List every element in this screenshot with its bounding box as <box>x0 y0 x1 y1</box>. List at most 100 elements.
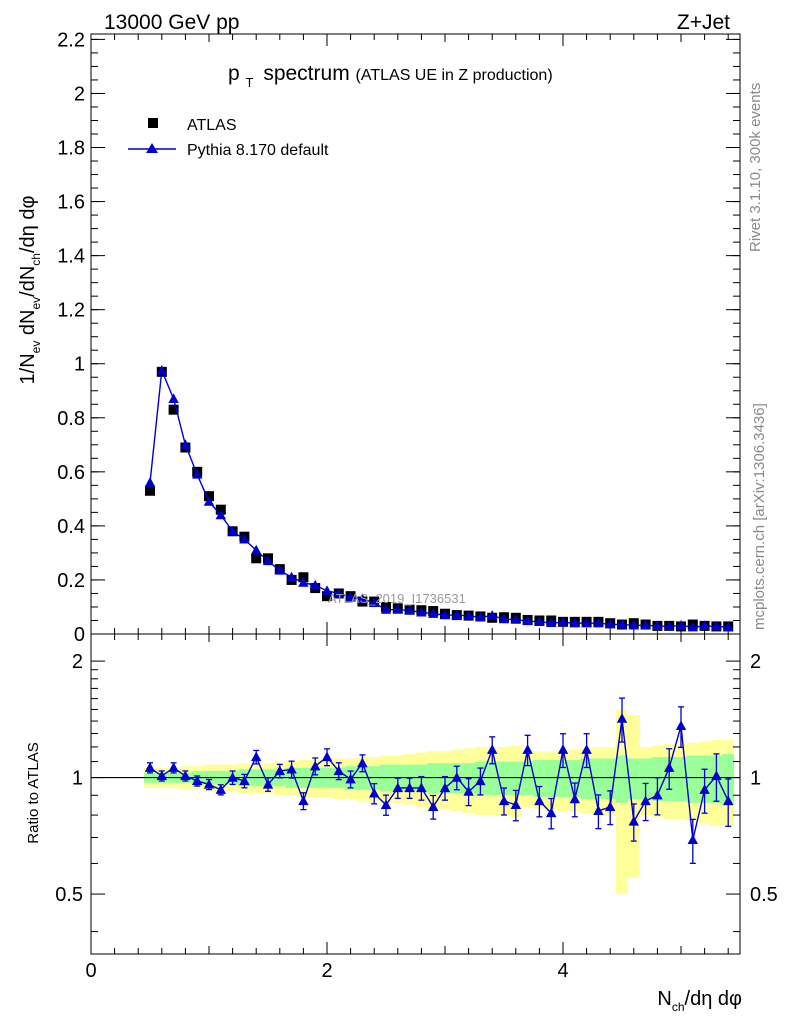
pythia-data-point <box>427 608 439 618</box>
ratio-stat-band <box>639 758 652 800</box>
ratio-data-point <box>345 773 356 784</box>
ratio-data-point <box>215 784 227 794</box>
ratio-y-tick-label-right: 2 <box>750 651 761 673</box>
ratio-data-point <box>604 801 616 812</box>
ratio-data-point <box>274 765 286 776</box>
pythia-data-point <box>203 496 215 506</box>
ratio-stat-band <box>498 761 510 796</box>
pythia-data-point <box>486 610 498 620</box>
title-main: p <box>228 62 240 85</box>
pythia-data-point <box>250 544 262 555</box>
main-y-tick-label: 2.2 <box>57 29 85 51</box>
main-y-tick-label: 1.2 <box>57 300 85 322</box>
pythia-data-point <box>215 509 227 520</box>
header-right: Z+Jet <box>677 11 730 34</box>
x-tick-label: 0 <box>85 960 96 982</box>
rivet-label: Rivet 3.1.10, 300k events <box>747 83 764 252</box>
pythia-data-point <box>321 585 333 595</box>
pythia-data-point <box>309 579 321 590</box>
x-axis-title: Nch/dη dφ <box>657 988 742 1014</box>
ratio-data-point <box>640 795 651 806</box>
pythia-data-point <box>569 617 581 628</box>
ratio-stat-band <box>533 760 546 798</box>
main-y-tick-label: 0.4 <box>57 516 85 538</box>
pythia-data-point <box>498 613 510 624</box>
pythia-data-point <box>357 593 368 603</box>
main-y-tick-label: 0 <box>74 624 85 646</box>
pythia-data-point <box>510 614 522 624</box>
ratio-data-point <box>593 805 604 816</box>
legend-atlas-marker <box>148 118 158 128</box>
pythia-data-point <box>439 609 451 620</box>
main-y-tick-label: 0.6 <box>57 462 85 484</box>
ratio-stat-band <box>486 761 499 796</box>
pythia-data-point <box>616 619 628 629</box>
main-y-tick-label: 0.8 <box>57 408 85 430</box>
ratio-data-point <box>180 770 191 781</box>
ratio-stat-band <box>675 757 687 801</box>
title-word: spectrum <box>263 62 349 85</box>
ratio-y-tick-label-right: 1 <box>750 768 761 790</box>
pythia-data-point <box>534 616 545 626</box>
pythia-data-point <box>392 604 404 614</box>
ratio-y-tick-label-right: 0.5 <box>750 884 778 906</box>
ratio-data-point <box>298 795 309 806</box>
pythia-data-point <box>699 620 710 631</box>
ratio-data-point <box>475 775 486 786</box>
ratio-stat-band <box>427 763 440 794</box>
ratio-data-point <box>250 751 262 762</box>
ratio-data-point <box>368 787 380 798</box>
ratio-data-point <box>321 751 333 762</box>
ratio-stat-band <box>616 755 628 803</box>
ratio-data-point <box>168 762 179 772</box>
pythia-data-point <box>475 611 486 622</box>
pythia-data-point <box>640 619 651 630</box>
pythia-data-point <box>168 393 179 403</box>
ratio-data-point <box>144 762 156 772</box>
ratio-data-point <box>427 801 439 812</box>
ratio-data-point <box>628 816 640 826</box>
ratio-data-point <box>227 772 238 782</box>
pythia-data-point <box>298 577 309 587</box>
ratio-stat-band <box>545 760 558 798</box>
ratio-data-point <box>380 799 392 810</box>
pythia-data-point <box>239 533 250 544</box>
pythia-data-point <box>522 615 533 626</box>
analysis-watermark: ATLAS_2019_I1736531 <box>328 591 466 606</box>
pythia-data-point <box>144 477 156 487</box>
ratio-data-point <box>711 770 722 781</box>
ratio-stat-band <box>686 755 699 803</box>
pythia-data-point <box>557 616 569 627</box>
pythia-data-point <box>451 609 463 620</box>
ratio-data-point <box>404 782 415 793</box>
atlas-data-point <box>251 553 262 564</box>
ratio-stat-band <box>592 758 605 800</box>
pythia-data-point <box>663 620 675 631</box>
ratio-data-point <box>239 775 250 786</box>
plot-title: p T spectrum (ATLAS UE in Z production) <box>228 62 553 92</box>
pythia-data-point <box>404 604 415 615</box>
x-tick-label: 4 <box>557 960 568 982</box>
atlas-data-point <box>168 404 179 415</box>
main-y-axis-title: 1/Nev dNev/dNch/dη dφ <box>17 196 43 385</box>
ratio-data-point <box>463 786 474 796</box>
pythia-data-point <box>227 525 238 536</box>
ratio-data-point <box>451 772 463 782</box>
ratio-plot-layer: 0.5 0.5 1 1 2 2 0 2 4 <box>55 634 778 982</box>
atlas-data-point <box>145 485 155 496</box>
ratio-data-point <box>687 834 699 845</box>
pythia-data-point <box>628 619 640 630</box>
pythia-data-point <box>581 617 592 628</box>
title-subscript: T <box>246 75 254 90</box>
pythia-data-point <box>711 620 722 631</box>
ratio-data-point <box>675 720 687 731</box>
atlas-data-point <box>322 591 332 602</box>
pythia-data-point <box>545 617 557 628</box>
ratio-data-point <box>416 782 427 793</box>
main-plot-layer: 0 0.2 0.4 0.6 0.8 1 1.2 1.4 1.6 1.8 2 2.2 <box>57 29 740 646</box>
pythia-data-point <box>416 606 427 617</box>
main-y-tick-label: 1 <box>74 354 85 376</box>
ratio-stat-band <box>627 758 640 800</box>
ratio-data-point <box>699 784 710 794</box>
